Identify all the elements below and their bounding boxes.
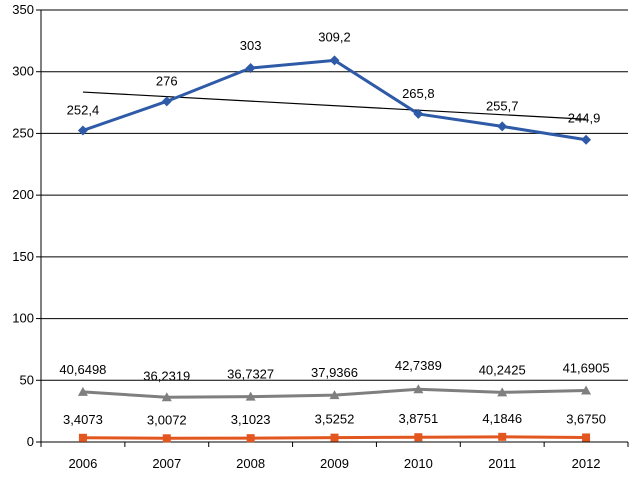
data-label: 36,2319 [143, 368, 190, 383]
data-label: 4,1846 [482, 411, 522, 426]
data-point-square [498, 432, 507, 441]
x-tick-label: 2011 [488, 456, 516, 471]
gridlines [41, 9, 628, 381]
data-label: 3,5252 [315, 412, 355, 427]
data-point-square [330, 433, 339, 442]
data-point-triangle [329, 390, 340, 400]
data-label: 309,2 [318, 29, 351, 44]
y-tick-label: 300 [12, 64, 34, 79]
data-label: 3,1023 [231, 412, 271, 427]
data-label: 40,6498 [59, 362, 106, 377]
data-label: 3,4073 [63, 412, 103, 427]
axes [40, 10, 628, 443]
x-tick-label: 2009 [320, 456, 349, 471]
data-point-triangle [245, 391, 256, 401]
data-label: 255,7 [486, 98, 519, 113]
x-tick-label: 2010 [404, 456, 433, 471]
data-label: 252,4 [67, 102, 100, 117]
y-axis-ticks: 0 50 100 150 200 250 300 350 [12, 2, 41, 449]
data-label: 41,6905 [563, 361, 610, 376]
data-label: 3,6750 [566, 411, 606, 426]
data-point-square [582, 433, 591, 442]
series-orange [78, 432, 591, 443]
data-point-square [162, 434, 171, 443]
data-labels: 252,4 276 303 309,2 265,8 255,7 244,9 40,6498 36… [59, 29, 609, 427]
data-point-triangle [161, 392, 172, 402]
data-point-triangle [413, 384, 424, 394]
data-label: 303 [240, 38, 262, 53]
data-point-diamond [77, 125, 88, 136]
x-tick-label: 2008 [236, 456, 265, 471]
y-tick-label: 0 [27, 434, 34, 449]
data-label: 244,9 [568, 111, 601, 126]
data-point-diamond [161, 96, 172, 107]
data-label: 40,2425 [479, 362, 526, 377]
data-point-triangle [581, 385, 592, 395]
series-gray [77, 384, 592, 402]
data-label: 3,8751 [398, 411, 438, 426]
data-point-diamond [497, 121, 508, 132]
data-point-diamond [413, 108, 424, 119]
data-point-diamond [329, 55, 340, 66]
data-point-triangle [77, 386, 88, 396]
y-tick-label: 100 [12, 311, 34, 326]
y-tick-label: 50 [20, 372, 34, 387]
data-label: 265,8 [402, 86, 435, 101]
data-point-square [414, 433, 423, 442]
data-label: 36,7327 [227, 367, 274, 382]
x-tick-label: 2012 [572, 456, 601, 471]
data-label: 276 [156, 73, 178, 88]
y-tick-label: 350 [12, 2, 34, 17]
x-tick-label: 2006 [68, 456, 97, 471]
series-group [77, 55, 592, 443]
data-point-diamond [581, 134, 592, 145]
data-point-square [78, 433, 87, 442]
y-tick-label: 200 [12, 187, 34, 202]
data-label: 37,9366 [311, 365, 358, 380]
data-point-diamond [245, 63, 256, 74]
x-axis-ticks: 2006 2007 2008 2009 2010 2011 2012 [40, 442, 629, 471]
data-point-triangle [497, 387, 508, 397]
series-blue [77, 55, 592, 145]
x-tick-label: 2007 [152, 456, 181, 471]
data-label: 3,0072 [147, 412, 187, 427]
data-point-square [246, 434, 255, 443]
y-tick-label: 150 [12, 249, 34, 264]
data-label: 42,7389 [395, 358, 442, 373]
y-tick-label: 250 [12, 125, 34, 140]
